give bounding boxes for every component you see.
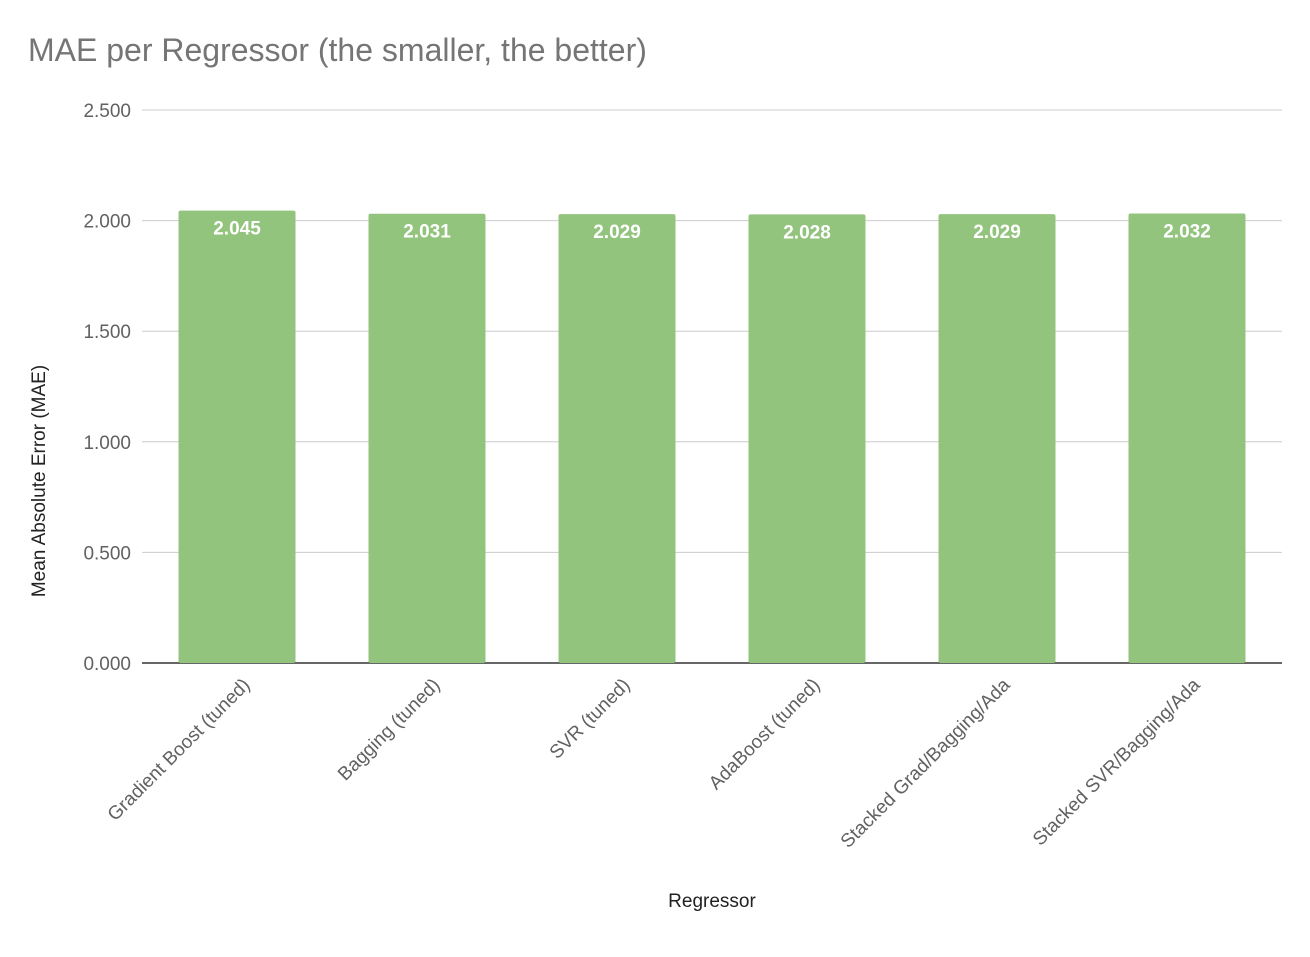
y-tick-label: 0.500 bbox=[83, 543, 131, 564]
data-label: 2.031 bbox=[403, 222, 451, 243]
y-tick-label: 2.500 bbox=[83, 101, 131, 122]
bars bbox=[178, 210, 1246, 664]
x-axis-title: Regressor bbox=[668, 891, 756, 912]
data-label: 2.029 bbox=[593, 222, 641, 243]
x-tick-label: Stacked Grad/Bagging/Ada bbox=[837, 674, 1015, 852]
x-tick-label: Stacked SVR/Bagging/Ada bbox=[1029, 674, 1205, 850]
bar bbox=[1128, 213, 1246, 663]
bar bbox=[748, 214, 866, 663]
gridlines bbox=[142, 109, 1282, 664]
y-tick-label: 1.000 bbox=[83, 433, 131, 454]
chart-title: MAE per Regressor (the smaller, the bett… bbox=[28, 32, 647, 68]
y-tick-label: 1.500 bbox=[83, 322, 131, 343]
x-tick-label: SVR (tuned) bbox=[546, 675, 635, 764]
bar bbox=[558, 214, 676, 664]
data-labels: 2.045 2.031 2.029 2.028 2.029 2.032 bbox=[213, 219, 1211, 244]
bar bbox=[368, 213, 486, 663]
x-tick-label: Gradient Boost (tuned) bbox=[104, 675, 255, 826]
x-tick-label: Bagging (tuned) bbox=[334, 675, 444, 785]
data-label: 2.029 bbox=[973, 222, 1021, 243]
data-label: 2.028 bbox=[783, 222, 831, 243]
x-axis-ticks: Gradient Boost (tuned) Bagging (tuned) SVR… bbox=[104, 674, 1205, 852]
bar bbox=[178, 210, 296, 663]
y-tick-label: 0.000 bbox=[83, 654, 131, 675]
bar bbox=[938, 214, 1056, 664]
y-tick-label: 2.000 bbox=[83, 212, 131, 233]
y-axis-ticks: 0.000 0.500 1.000 1.500 2.000 2.500 bbox=[83, 101, 131, 675]
data-label: 2.045 bbox=[213, 219, 261, 240]
data-label: 2.032 bbox=[1163, 222, 1211, 243]
y-axis-title: Mean Absolute Error (MAE) bbox=[29, 365, 50, 597]
x-tick-label: AdaBoost (tuned) bbox=[705, 675, 824, 794]
